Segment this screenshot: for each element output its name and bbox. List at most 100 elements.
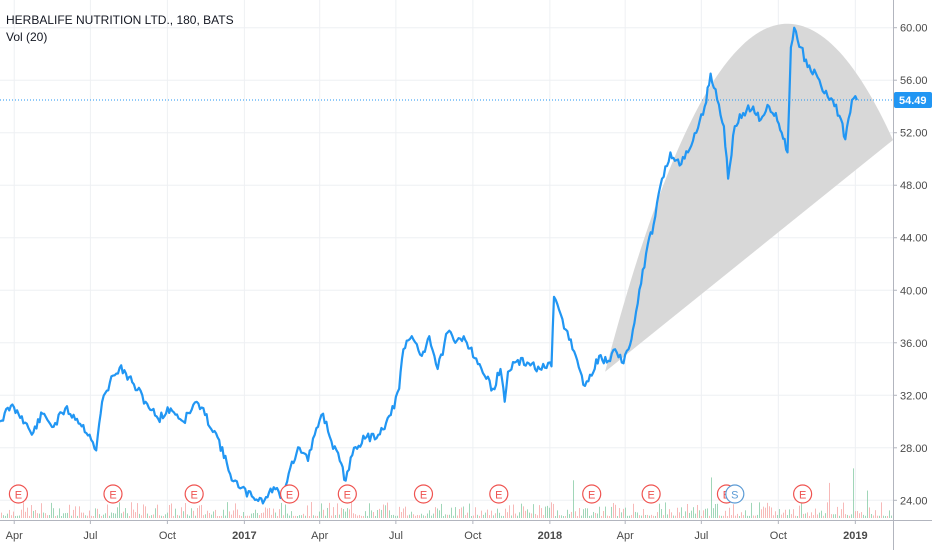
event-marker-circle[interactable] [725, 484, 745, 504]
volume-bar [19, 515, 20, 518]
volume-bar [101, 515, 102, 518]
volume-bar [123, 511, 124, 518]
earnings-marker[interactable]: E [793, 484, 813, 504]
price-series-layer[interactable] [0, 26, 859, 505]
volume-bar [661, 509, 662, 518]
volume-bar [5, 515, 6, 518]
highlight-shape-layer[interactable] [605, 23, 893, 372]
volume-bar [395, 515, 396, 518]
volume-bar [529, 512, 530, 518]
event-marker-circle[interactable] [337, 484, 357, 504]
earnings-marker[interactable]: E [582, 484, 602, 504]
volume-bar [205, 514, 206, 518]
earnings-marker[interactable]: E [337, 484, 357, 504]
volume-bar [179, 515, 180, 518]
volume-bar [757, 514, 758, 518]
volume-bar [67, 512, 68, 518]
event-markers[interactable]: EEEEEEEEEESE [8, 484, 813, 504]
volume-bar [863, 514, 864, 518]
volume-bar [393, 514, 394, 518]
event-marker-circle[interactable] [489, 484, 509, 504]
event-marker-circle[interactable] [793, 484, 813, 504]
volume-bar [261, 513, 262, 518]
volume-bar [315, 515, 316, 518]
volume-bar [531, 513, 532, 518]
volume-bar [861, 512, 862, 518]
price-axis[interactable]: 24.00 28.00 32.00 36.00 40.00 44.00 48.00 52.00… [893, 23, 928, 508]
event-marker-circle[interactable] [413, 484, 434, 504]
volume-bar [139, 513, 140, 518]
volume-bar [373, 512, 374, 518]
dividend-marker[interactable]: S [725, 484, 745, 504]
price-line-series[interactable] [0, 26, 859, 505]
event-marker-circle[interactable] [184, 484, 204, 504]
earnings-marker[interactable]: E [279, 484, 300, 504]
earnings-marker[interactable]: E [184, 484, 204, 504]
time-axis[interactable]: Apr Jul Oct 2017 Apr Jul Oct 2018 Apr Jul Oct 2019 [6, 520, 868, 542]
volume-bar [645, 514, 646, 518]
volume-bar [671, 512, 672, 518]
volume-bar [847, 514, 848, 518]
last-price-tag [894, 92, 932, 109]
event-marker-label: E [344, 490, 351, 502]
volume-bar [681, 507, 682, 518]
volume-bar [739, 515, 740, 518]
event-marker-circle[interactable] [103, 484, 123, 504]
earnings-marker[interactable]: E [489, 484, 509, 504]
volume-bar [253, 513, 254, 518]
volume-bar [625, 507, 626, 518]
earnings-marker[interactable]: E [103, 484, 123, 504]
volume-bar [667, 514, 668, 518]
volume-indicator-title[interactable]: Vol (20) [6, 30, 48, 44]
volume-bar [433, 513, 434, 518]
x-tick-label: 2018 [538, 530, 562, 542]
event-marker-circle[interactable] [641, 484, 661, 504]
volume-bar [845, 514, 846, 518]
volume-bar [519, 512, 520, 518]
volume-bar [287, 513, 288, 518]
volume-bar [259, 515, 260, 518]
volume-bar [799, 505, 800, 518]
volume-bar [243, 512, 244, 518]
volume-bar [265, 507, 266, 518]
volume-bar [41, 503, 42, 518]
volume-bar [217, 516, 218, 518]
earnings-marker[interactable]: E [8, 484, 29, 504]
volume-bar [685, 511, 686, 518]
event-marker-circle[interactable] [279, 484, 300, 504]
event-marker-circle[interactable] [8, 484, 29, 504]
volume-bar [867, 490, 868, 518]
volume-bar [609, 515, 610, 518]
y-tick-label: 24.00 [900, 495, 928, 507]
volume-bar [603, 510, 604, 518]
symbol-title[interactable]: HERBALIFE NUTRITION LTD., 180, BATS [6, 13, 234, 27]
highlight-arc-shape[interactable] [605, 23, 893, 372]
volume-bar [9, 509, 10, 518]
event-marker-circle[interactable] [582, 484, 602, 504]
volume-bar [513, 504, 514, 518]
volume-bar [35, 510, 36, 518]
volume-bar [783, 512, 784, 518]
earnings-marker[interactable]: E [413, 484, 434, 504]
volume-bar [113, 513, 114, 518]
volume-bar [263, 512, 264, 518]
earnings-marker[interactable]: E [641, 484, 661, 504]
volume-bar [683, 515, 684, 518]
volume-bar [567, 509, 568, 518]
chart-legend: HERBALIFE NUTRITION LTD., 180, BATS Vol … [6, 12, 234, 46]
volume-bar [527, 509, 528, 518]
volume-bar [471, 515, 472, 518]
volume-bar [499, 512, 500, 518]
volume-bar [827, 502, 828, 518]
volume-bar [329, 502, 330, 518]
volume-bar [453, 515, 454, 518]
volume-bar [103, 514, 104, 518]
volume-bar [611, 506, 612, 518]
volume-bar [345, 511, 346, 518]
volume-bar [251, 513, 252, 518]
volume-bar [785, 509, 786, 518]
volume-bar [311, 502, 312, 518]
